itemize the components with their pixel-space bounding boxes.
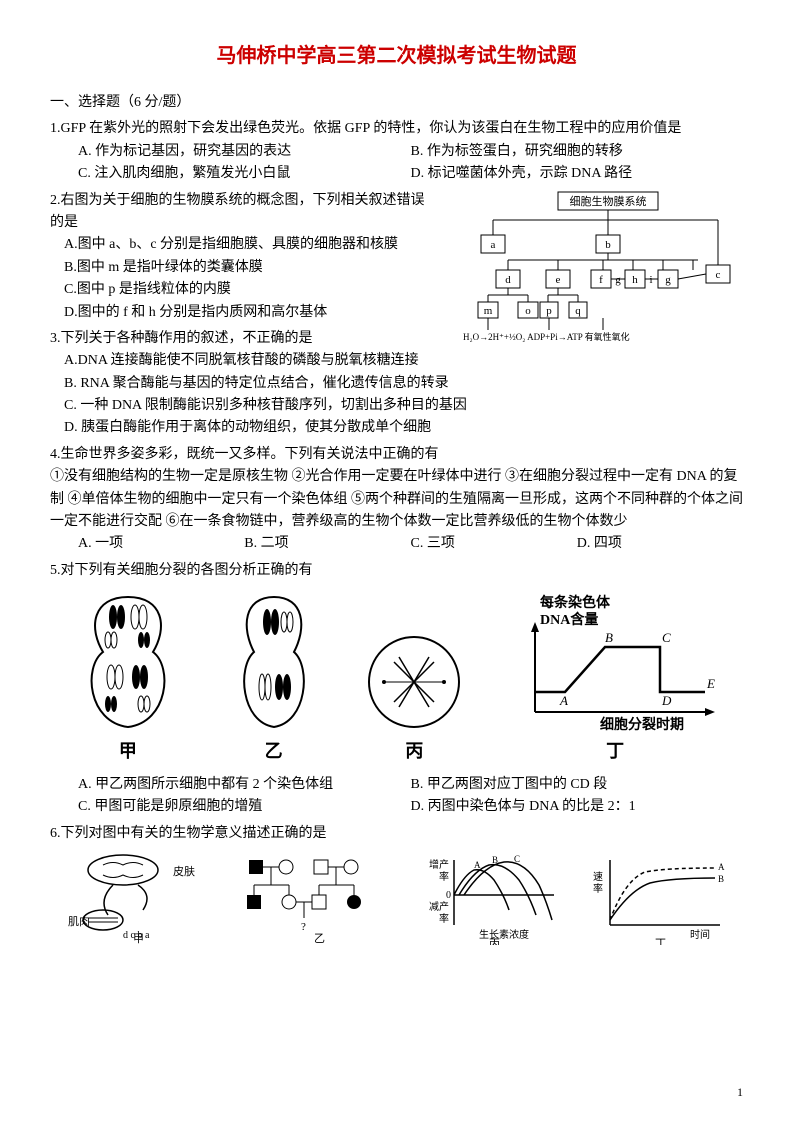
q3-option-d: D. 胰蛋白酶能作用于离体的动物组织，使其分散成单个细胞 (50, 417, 743, 439)
q6-fig-bing: 增产 率 0 减产 率 A B C 生长素浓度 丙 (424, 850, 564, 945)
svg-text:A: A (474, 860, 481, 870)
q5-label-jia: 甲 (73, 737, 183, 766)
q2-option-d: D.图中的 f 和 h 分别是指内质网和高尔基体 (50, 302, 431, 324)
svg-text:B: B (605, 630, 613, 645)
q5-fig-yi (229, 592, 319, 732)
q3-option-b: B. RNA 聚合酶能与基因的特定位点结合，催化遗传信息的转录 (50, 373, 743, 395)
q5-fig-jia (73, 592, 183, 732)
svg-text:g: g (615, 274, 621, 286)
q1-option-b: B. 作为标签蛋白，研究细胞的转移 (411, 141, 744, 163)
question-5: 5.对下列有关细胞分裂的各图分析正确的有 (50, 560, 743, 819)
svg-text:H₂O→2H⁺+½O₂ ADP+Pi→ATP 有氧性氧化: H₂O→2H⁺+½O₂ ADP+Pi→ATP 有氧性氧化 (463, 331, 630, 342)
q5-stem: 5.对下列有关细胞分裂的各图分析正确的有 (50, 560, 743, 582)
q4-option-b: B. 二项 (244, 533, 410, 555)
q2-concept-diagram: 细胞生物膜系统 a b c d e (453, 190, 743, 355)
q6-fig-ding: 速 率 A B 时间 丁 (590, 850, 730, 945)
svg-text:皮肤: 皮肤 (173, 864, 195, 878)
svg-text:0: 0 (446, 890, 451, 901)
svg-text:a: a (491, 239, 496, 251)
page-title: 马伸桥中学高三第二次模拟考试生物试题 (50, 40, 743, 72)
svg-text:A: A (559, 693, 568, 708)
svg-text:每条染色体: 每条染色体 (540, 594, 611, 611)
svg-text:p: p (546, 305, 552, 317)
svg-text:g: g (665, 274, 671, 286)
svg-text:A: A (718, 862, 725, 872)
question-2: 2.右图为关于细胞的生物膜系统的概念图，下列相关叙述错误的是 A.图中 a、b、… (50, 190, 743, 324)
svg-text:率: 率 (593, 882, 603, 895)
q5-option-d: D. 丙图中染色体与 DNA 的比是 2：1 (411, 796, 744, 818)
diagram-top-label: 细胞生物膜系统 (570, 194, 647, 208)
svg-text:增产: 增产 (429, 858, 449, 871)
question-6: 6.下列对图中有关的生物学意义描述正确的是 皮肤 肌肉 d c b a 甲 (50, 823, 743, 945)
q2-option-a: A.图中 a、b、c 分别是指细胞膜、具膜的细胞器和核膜 (50, 234, 431, 256)
q1-option-a: A. 作为标记基因，研究基因的表达 (78, 141, 411, 163)
q6-stem: 6.下列对图中有关的生物学意义描述正确的是 (50, 823, 743, 845)
q6-fig-yi: ? 乙 (239, 850, 399, 945)
svg-text:?: ? (301, 921, 306, 933)
q3-option-c: C. 一种 DNA 限制酶能识别多种核苷酸序列，切割出多种目的基因 (50, 395, 743, 417)
svg-text:q: q (575, 305, 581, 317)
q5-label-yi: 乙 (229, 737, 319, 766)
q4-desc: ①没有细胞结构的生物一定是原核生物 ②光合作用一定要在叶绿体中进行 ③在细胞分裂… (50, 466, 743, 533)
q5-label-bing: 丙 (364, 737, 464, 766)
section-heading: 一、选择题（6 分/题） (50, 92, 743, 114)
svg-text:e: e (556, 274, 561, 286)
q5-fig-ding: 每条染色体 DNA含量 A B C D E 细胞分裂时期 (510, 592, 720, 732)
svg-text:B: B (492, 855, 498, 865)
svg-text:甲: 甲 (133, 933, 144, 945)
svg-text:E: E (706, 676, 715, 691)
svg-text:丙: 丙 (489, 938, 500, 945)
q5-label-ding: 丁 (510, 737, 720, 766)
svg-text:B: B (718, 874, 724, 884)
svg-text:C: C (662, 630, 671, 645)
svg-text:m: m (484, 305, 493, 317)
q4-option-d: D. 四项 (577, 533, 743, 555)
q1-option-c: C. 注入肌肉细胞，繁殖发光小白鼠 (78, 163, 411, 185)
q5-option-c: C. 甲图可能是卵原细胞的增殖 (78, 796, 411, 818)
svg-text:细胞分裂时期: 细胞分裂时期 (600, 716, 684, 732)
svg-text:o: o (525, 305, 531, 317)
svg-text:C: C (514, 854, 520, 864)
svg-text:率: 率 (439, 912, 449, 925)
svg-text:b: b (605, 239, 611, 251)
q1-stem: 1.GFP 在紫外光的照射下会发出绿色荧光。依据 GFP 的特性，你认为该蛋白在… (50, 118, 743, 140)
q5-fig-bing (364, 632, 464, 732)
q2-option-c: C.图中 p 是指线粒体的内膜 (50, 279, 431, 301)
q2-option-b: B.图中 m 是指叶绿体的类囊体膜 (50, 257, 431, 279)
svg-text:h: h (632, 274, 638, 286)
svg-text:丁: 丁 (655, 938, 666, 945)
q6-fig-jia: 皮肤 肌肉 d c b a 甲 (63, 850, 213, 945)
q4-option-a: A. 一项 (78, 533, 244, 555)
svg-text:率: 率 (439, 870, 449, 883)
svg-text:f: f (599, 274, 603, 286)
svg-text:生长素浓度: 生长素浓度 (479, 928, 529, 941)
svg-text:c: c (716, 269, 721, 281)
svg-text:d: d (505, 274, 511, 286)
svg-text:速: 速 (593, 871, 603, 883)
q4-stem: 4.生命世界多姿多彩，既统一又多样。下列有关说法中正确的有 (50, 444, 743, 466)
q1-option-d: D. 标记噬菌体外壳，示踪 DNA 路径 (411, 163, 744, 185)
q4-option-c: C. 三项 (411, 533, 577, 555)
svg-text:DNA含量: DNA含量 (540, 611, 598, 628)
svg-text:时间: 时间 (690, 928, 710, 941)
q5-option-a: A. 甲乙两图所示细胞中都有 2 个染色体组 (78, 774, 411, 796)
svg-text:D: D (661, 693, 672, 708)
svg-text:i: i (649, 274, 652, 286)
svg-text:肌肉: 肌肉 (68, 915, 90, 928)
svg-text:减产: 减产 (429, 900, 449, 913)
q5-option-b: B. 甲乙两图对应丁图中的 CD 段 (411, 774, 744, 796)
question-1: 1.GFP 在紫外光的照射下会发出绿色荧光。依据 GFP 的特性，你认为该蛋白在… (50, 118, 743, 185)
question-4: 4.生命世界多姿多彩，既统一又多样。下列有关说法中正确的有 ①没有细胞结构的生物… (50, 444, 743, 556)
page-number: 1 (737, 1083, 743, 1102)
q2-stem: 2.右图为关于细胞的生物膜系统的概念图，下列相关叙述错误的是 (50, 190, 431, 235)
svg-text:乙: 乙 (314, 932, 325, 945)
